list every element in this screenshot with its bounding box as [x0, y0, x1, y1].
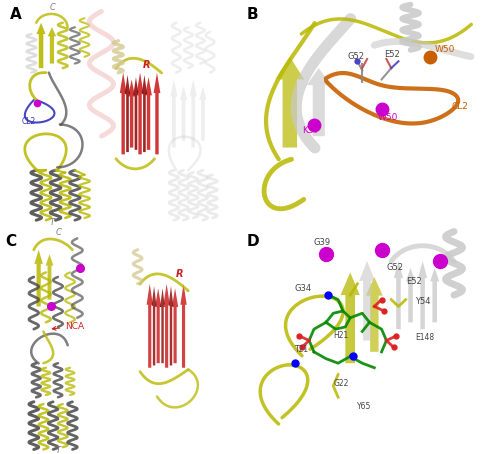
Text: B: B: [246, 7, 258, 22]
Text: Y54: Y54: [415, 297, 431, 306]
FancyArrow shape: [46, 254, 54, 300]
Text: C: C: [56, 228, 61, 237]
FancyArrow shape: [394, 261, 403, 329]
FancyArrow shape: [199, 86, 207, 141]
Text: R: R: [142, 60, 150, 70]
Text: G34: G34: [295, 284, 312, 292]
Text: Y65: Y65: [357, 402, 372, 410]
FancyArrow shape: [145, 77, 152, 150]
FancyArrow shape: [137, 73, 143, 154]
FancyArrow shape: [125, 75, 130, 152]
FancyArrow shape: [48, 27, 56, 64]
FancyArrow shape: [275, 57, 304, 148]
Text: H21: H21: [333, 331, 349, 340]
Text: T: T: [56, 446, 61, 454]
FancyArrow shape: [152, 286, 156, 365]
FancyArrow shape: [181, 284, 187, 368]
FancyArrow shape: [120, 73, 127, 154]
FancyArrow shape: [190, 79, 197, 148]
Text: T: T: [50, 218, 55, 227]
FancyArrow shape: [128, 79, 135, 148]
FancyArrow shape: [34, 250, 43, 306]
FancyArrow shape: [133, 77, 139, 150]
Text: D: D: [246, 234, 259, 249]
FancyArrow shape: [170, 79, 178, 148]
Text: W50: W50: [435, 45, 455, 54]
Text: T21: T21: [295, 345, 309, 354]
Text: NCA: NCA: [52, 322, 85, 331]
Text: A: A: [10, 7, 21, 22]
FancyArrow shape: [169, 286, 173, 365]
FancyArrow shape: [180, 86, 187, 141]
FancyArrow shape: [418, 261, 427, 329]
FancyArrow shape: [307, 68, 331, 136]
FancyArrow shape: [155, 288, 161, 363]
FancyArrow shape: [154, 73, 160, 154]
FancyArrow shape: [406, 268, 415, 322]
Text: C: C: [5, 234, 16, 249]
Text: C: C: [50, 3, 56, 12]
FancyArrow shape: [37, 23, 46, 68]
FancyArrow shape: [142, 75, 147, 152]
Text: CL2: CL2: [452, 102, 469, 111]
Text: E52: E52: [406, 277, 422, 286]
Text: E52: E52: [384, 50, 400, 59]
Text: G22: G22: [333, 379, 349, 388]
Text: G39: G39: [314, 238, 331, 247]
FancyArrow shape: [359, 261, 375, 340]
FancyArrow shape: [160, 288, 165, 363]
Text: CL2: CL2: [22, 117, 36, 126]
Text: R: R: [176, 269, 184, 279]
FancyArrow shape: [341, 272, 360, 363]
FancyArrow shape: [164, 284, 170, 368]
FancyArrow shape: [366, 277, 383, 352]
FancyArrow shape: [172, 288, 178, 363]
Text: E148: E148: [415, 334, 435, 342]
Text: G52: G52: [386, 263, 403, 272]
FancyArrow shape: [430, 268, 440, 322]
Text: G52: G52: [348, 52, 365, 61]
Text: W50: W50: [378, 114, 398, 122]
Text: K37: K37: [302, 126, 319, 135]
FancyArrow shape: [147, 284, 153, 368]
